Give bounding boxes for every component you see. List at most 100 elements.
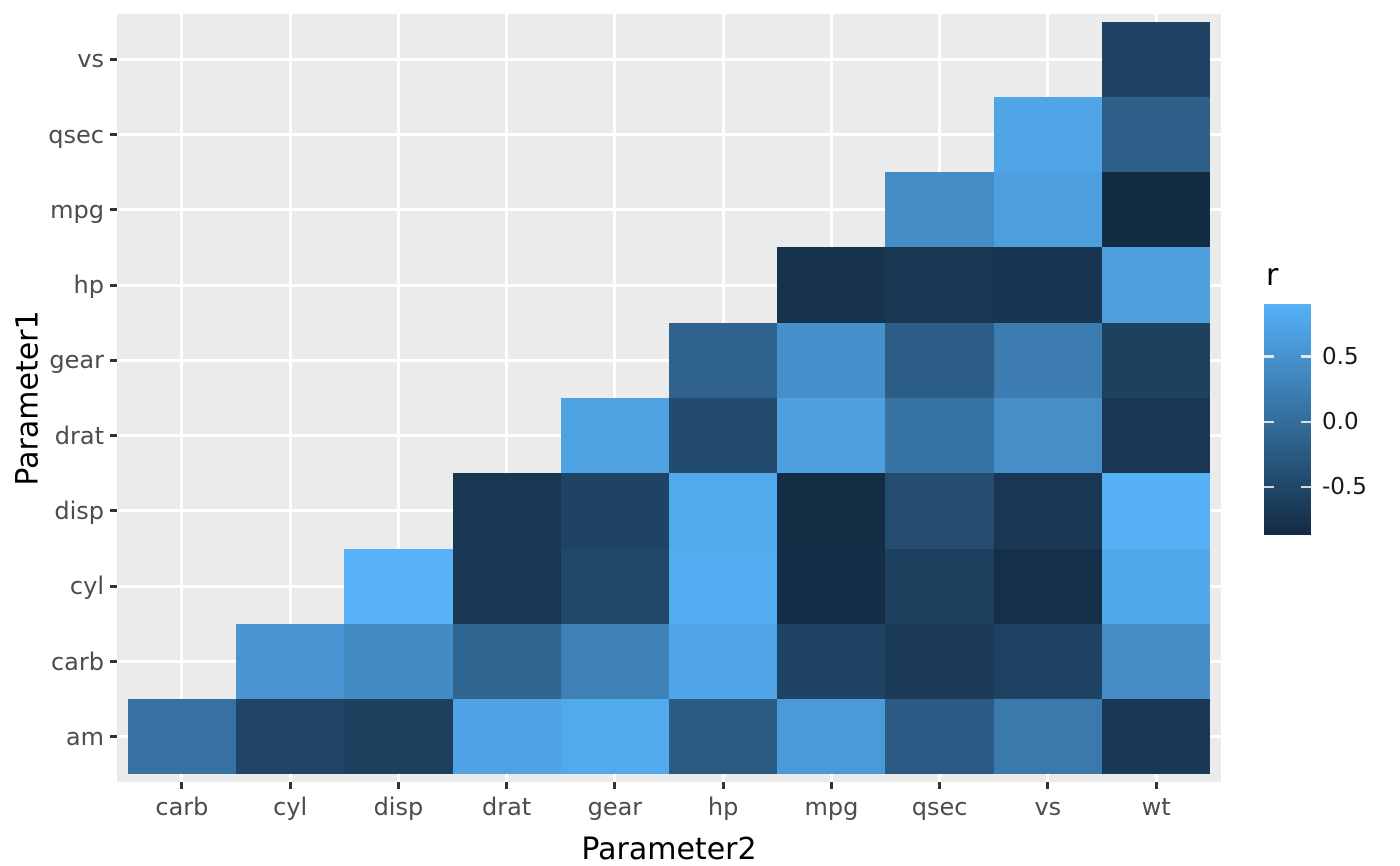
legend-gradient-bar <box>1264 304 1311 535</box>
legend-label-0.0: 0.0 <box>1322 408 1359 435</box>
legend-label--0.5: -0.5 <box>1322 474 1367 500</box>
tile-am-drat <box>452 699 561 775</box>
tile-am-disp <box>344 699 453 775</box>
x-tick-mark <box>829 782 833 789</box>
tile-carb-gear <box>560 623 669 700</box>
tile-disp-wt <box>1101 473 1211 549</box>
gridline-vertical <box>505 14 509 782</box>
tile-hp-qsec <box>885 247 994 323</box>
y-label-hp: hp <box>73 271 104 300</box>
tile-hp-wt <box>1101 247 1211 323</box>
tile-drat-hp <box>669 398 778 474</box>
tile-am-cyl <box>236 699 345 775</box>
tile-gear-vs <box>993 322 1102 398</box>
x-tick-mark <box>1154 782 1158 789</box>
y-label-disp: disp <box>54 496 104 525</box>
tile-am-wt <box>1101 699 1211 775</box>
tile-drat-wt <box>1101 398 1211 474</box>
y-tick-mark <box>110 133 117 136</box>
y-label-cyl: cyl <box>69 572 104 601</box>
tile-gear-mpg <box>777 322 886 398</box>
y-label-carb: carb <box>50 647 104 676</box>
tile-gear-qsec <box>885 322 994 398</box>
y-label-am: am <box>65 722 104 751</box>
y-label-drat: drat <box>54 421 104 450</box>
x-label-qsec: qsec <box>911 793 968 821</box>
y-label-gear: gear <box>49 346 104 375</box>
tile-carb-wt <box>1101 623 1211 700</box>
tile-disp-mpg <box>777 473 886 549</box>
tile-am-qsec <box>885 699 994 775</box>
x-axis-title: Parameter2 <box>581 832 757 866</box>
tile-gear-hp <box>669 322 778 398</box>
tile-mpg-qsec <box>885 172 994 248</box>
tile-am-mpg <box>777 699 886 775</box>
y-tick-mark <box>110 660 117 663</box>
y-tick-mark <box>110 358 117 362</box>
tile-vs-wt <box>1101 21 1211 97</box>
x-label-wt: wt <box>1141 793 1171 821</box>
x-label-cyl: cyl <box>273 793 308 821</box>
x-tick-mark <box>721 782 725 789</box>
legend-tick-mark <box>1301 420 1311 423</box>
gridline-horizontal <box>117 133 1221 136</box>
gridline-horizontal <box>117 57 1221 61</box>
y-axis-title: Parameter1 <box>10 310 46 486</box>
y-tick-mark <box>110 735 117 739</box>
tile-am-carb <box>127 699 237 775</box>
tile-carb-vs <box>993 623 1102 700</box>
y-label-vs: vs <box>77 45 104 74</box>
x-tick-mark <box>180 782 184 789</box>
legend-title: r <box>1266 258 1279 293</box>
tile-cyl-qsec <box>885 548 994 624</box>
tile-hp-vs <box>993 247 1102 323</box>
x-label-carb: carb <box>155 793 209 821</box>
legend-label-0.5: 0.5 <box>1322 343 1359 370</box>
tile-disp-drat <box>452 473 561 549</box>
tile-disp-qsec <box>885 473 994 549</box>
y-tick-mark <box>110 584 117 588</box>
x-tick-mark <box>288 782 292 789</box>
tile-cyl-disp <box>344 548 453 624</box>
x-label-gear: gear <box>587 793 643 821</box>
tile-drat-vs <box>993 398 1102 474</box>
x-label-vs: vs <box>1034 793 1062 821</box>
tile-disp-hp <box>669 473 778 549</box>
tile-disp-gear <box>560 473 669 549</box>
x-label-disp: disp <box>373 793 424 821</box>
y-label-mpg: mpg <box>50 195 104 224</box>
tile-carb-disp <box>344 623 453 700</box>
tile-cyl-gear <box>560 548 669 624</box>
x-label-hp: hp <box>707 793 739 821</box>
tile-mpg-wt <box>1101 172 1211 248</box>
tile-am-gear <box>560 699 669 775</box>
tile-hp-mpg <box>777 247 886 323</box>
tile-carb-cyl <box>236 623 345 700</box>
legend-tick-mark <box>1301 355 1311 358</box>
tile-disp-vs <box>993 473 1102 549</box>
plot-panel <box>117 14 1221 782</box>
tile-carb-qsec <box>885 623 994 700</box>
tile-am-hp <box>669 699 778 775</box>
y-label-qsec: qsec <box>48 120 104 149</box>
x-tick-mark <box>1046 782 1050 789</box>
x-tick-mark <box>505 782 509 789</box>
tile-carb-hp <box>669 623 778 700</box>
x-tick-mark <box>938 782 942 789</box>
x-tick-mark <box>396 782 400 789</box>
tile-carb-mpg <box>777 623 886 700</box>
y-tick-mark <box>110 509 117 513</box>
x-label-drat: drat <box>481 793 532 821</box>
tile-cyl-drat <box>452 548 561 624</box>
tile-cyl-mpg <box>777 548 886 624</box>
legend-tick-mark <box>1301 485 1311 489</box>
tile-drat-gear <box>560 398 669 474</box>
gridline-horizontal <box>117 208 1221 212</box>
x-label-mpg: mpg <box>804 793 859 821</box>
tile-qsec-wt <box>1101 96 1211 173</box>
x-tick-mark <box>613 782 617 789</box>
gridline-vertical <box>396 14 400 782</box>
y-tick-mark <box>110 283 117 287</box>
tile-gear-wt <box>1101 322 1211 398</box>
